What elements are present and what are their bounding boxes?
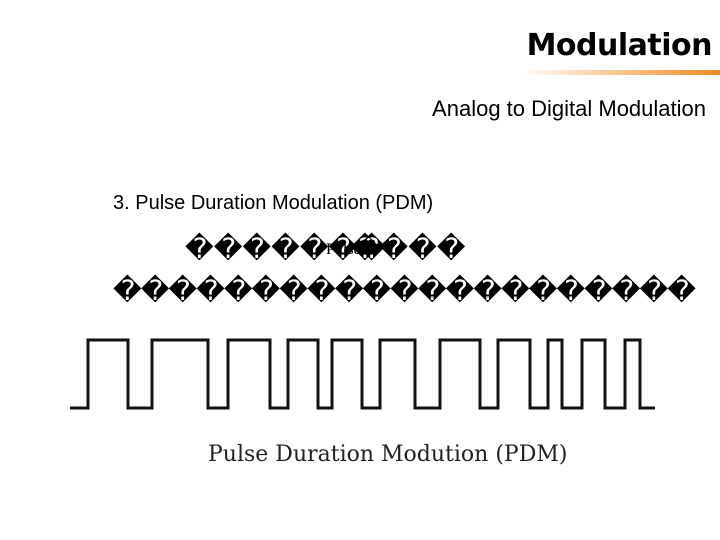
figure-caption: Pulse Duration Modution (PDM) — [208, 442, 568, 467]
pdm-waveform — [70, 338, 655, 410]
slide-subtitle: Analog to Digital Modulation — [432, 96, 706, 121]
body-line: ��������������������� — [113, 274, 696, 307]
section-heading: 3. Pulse Duration Modulation (PDM) — [113, 192, 434, 214]
garbled-text: ������� — [185, 232, 386, 265]
garbled-text: ���� — [350, 232, 466, 265]
body-line: �������Pulse���� — [185, 232, 466, 265]
slide-title: Modulation — [526, 28, 713, 63]
title-rule — [520, 70, 720, 75]
inline-word: Pulse — [325, 241, 361, 258]
